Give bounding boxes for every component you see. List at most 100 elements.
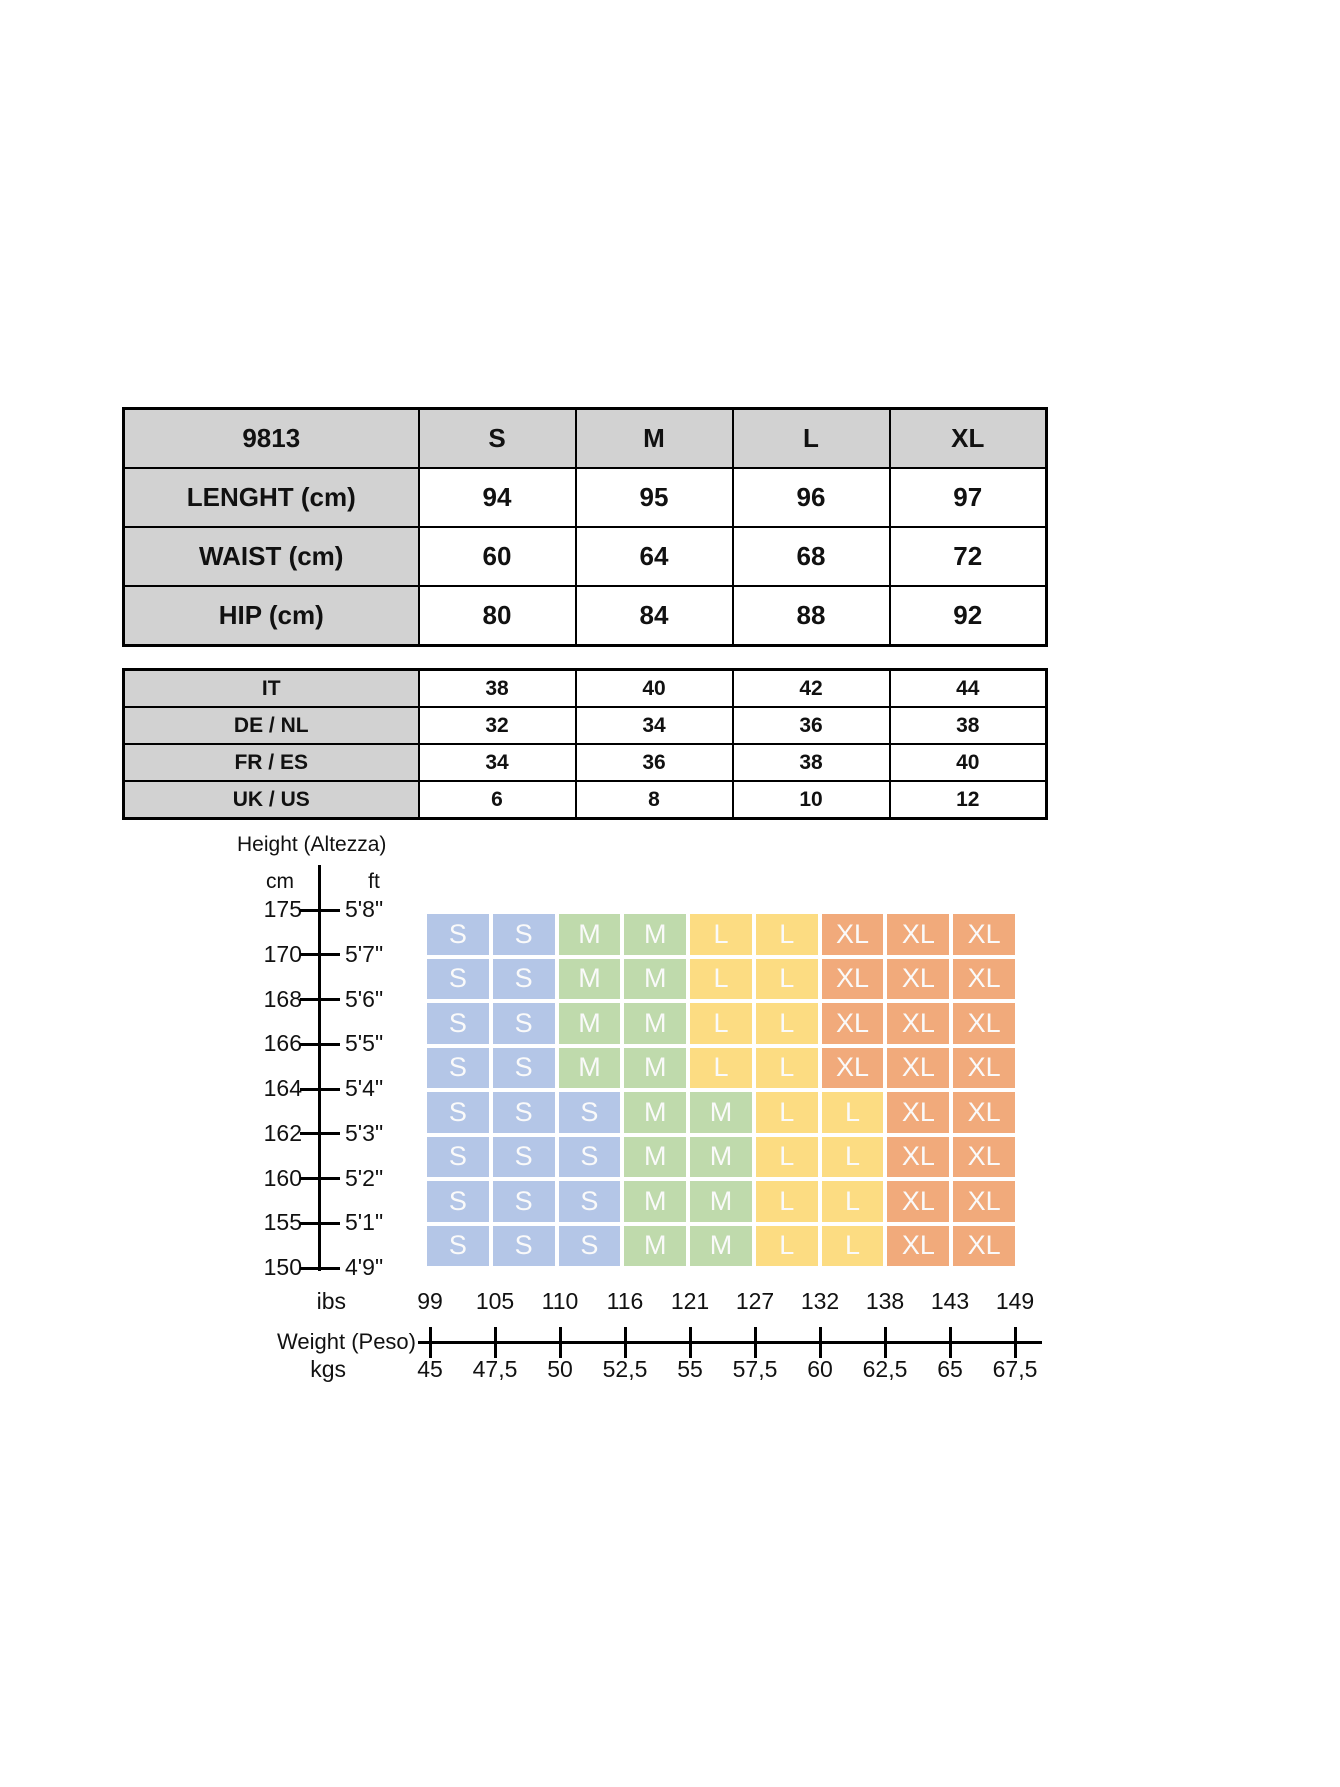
measurement-value-cell: 96 [731,467,891,528]
size-grid-cell: XL [821,1047,884,1088]
measurements-table: 9813 S M L XL LENGHT (cm) 94 95 96 97 WAIST (cm) 60… [122,407,1048,647]
height-tick-mark [300,1132,340,1136]
size-conversion-table: IT 38 40 42 44 DE / NL 32 34 36 38 FR / ES 34 36 38 40… [122,668,1048,820]
size-grid-cell: S [558,1225,621,1266]
size-grid-cell: XL [821,914,884,955]
size-grid-cell: L [755,914,818,955]
weight-kgs-tick-label: 47,5 [472,1356,518,1382]
size-grid-cell: S [427,1181,489,1222]
size-grid-cell: L [690,1047,752,1088]
conversion-value-cell: 12 [888,780,1048,820]
size-grid-cell: XL [953,1092,1015,1133]
size-grid-cell: S [427,1092,489,1133]
height-ft-tick-label: 5'2" [345,1164,384,1191]
weight-tick-mark [948,1327,952,1358]
weight-kgs-tick-label: 45 [417,1356,443,1382]
size-grid-cell: XL [887,1136,950,1177]
height-cm-tick-label: 170 [263,940,302,967]
weight-lbs-tick-label: 132 [800,1288,840,1314]
height-axis-title: Height (Altezza) [237,833,387,856]
height-tick-mark [300,1042,340,1046]
size-grid-cell: S [427,1003,489,1044]
weight-kgs-tick-label: 52,5 [602,1356,648,1382]
size-grid-cell: M [558,958,621,999]
conversion-value-cell: 36 [731,706,891,745]
measurement-value-cell: 94 [417,467,577,528]
height-ft-tick-label: 5'5" [345,1030,384,1057]
height-ft-tick-label: 5'4" [345,1075,384,1101]
weight-kgs-tick-label: 60 [807,1356,833,1382]
size-grid-cell: S [427,1047,489,1088]
weight-kgs-tick-label: 67,5 [992,1356,1038,1382]
weight-lbs-tick-label: 116 [606,1288,644,1314]
size-grid-cell: S [492,914,555,955]
weight-lbs-tick-label: 127 [735,1288,775,1314]
size-header-cell: XL [888,407,1048,469]
size-grid-cell: M [690,1092,752,1133]
height-tick-mark [300,953,340,957]
kgs-unit-label: kgs [310,1356,346,1382]
measurement-value-cell: 80 [417,585,577,647]
height-tick-mark [300,908,340,912]
weight-axis-line [418,1341,1042,1344]
weight-tick-mark [883,1327,887,1358]
weight-tick-mark [558,1327,562,1358]
size-header-cell: S [417,407,577,469]
size-grid-cell: L [821,1225,884,1266]
size-grid-cell: XL [953,958,1015,999]
conversion-value-cell: 32 [417,706,577,745]
size-grid-cell: M [624,1047,687,1088]
weight-lbs-tick-label: 121 [670,1288,710,1314]
size-grid-cell: L [821,1092,884,1133]
conversion-value-cell: 34 [417,743,577,782]
height-cm-tick-label: 168 [263,985,302,1012]
conversion-value-cell: 42 [731,668,891,708]
size-grid-cell: S [558,1181,621,1222]
size-grid-cell: S [492,1225,555,1266]
size-grid-cell: XL [953,1181,1015,1222]
size-grid-cell: XL [887,914,950,955]
size-grid: S S M M L L XL XL XL S S M M L L XL XL XL S S M M L L XL XL XL S S M M… [427,914,1015,1266]
height-tick-mark [300,1177,340,1180]
size-grid-cell: L [821,1181,884,1222]
conversion-value-cell: 40 [888,743,1048,782]
size-grid-cell: S [558,1092,621,1133]
country-label-cell: DE / NL [122,706,420,745]
product-code-header-cell: 9813 [122,407,420,469]
size-grid-cell: M [558,914,621,955]
weight-tick-mark [493,1327,497,1358]
measurement-value-cell: 84 [574,585,734,647]
height-axis-line [318,865,321,1271]
height-ft-tick-label: 4'9" [345,1254,384,1280]
weight-kgs-tick-label: 50 [547,1356,573,1382]
size-grid-cell: L [755,1225,818,1266]
size-grid-cell: S [492,1092,555,1133]
measurement-label-cell: HIP (cm) [122,585,420,647]
size-grid-cell: L [755,1047,818,1088]
conversion-row: UK / US 6 8 10 12 [122,780,1048,820]
conversion-value-cell: 40 [574,668,734,708]
measurement-label-cell: LENGHT (cm) [122,467,420,528]
country-label-cell: FR / ES [122,743,420,782]
size-grid-cell: L [755,1181,818,1222]
size-grid-cell: M [558,1047,621,1088]
country-label-cell: UK / US [122,780,420,820]
height-cm-tick-label: 175 [263,896,302,922]
measurement-label-cell: WAIST (cm) [122,526,420,587]
size-grid-cell: M [624,1181,687,1222]
size-grid-cell: M [624,958,687,999]
conversion-row: IT 38 40 42 44 [122,668,1048,708]
weight-tick-mark [1013,1327,1017,1358]
size-grid-cell: M [624,1092,687,1133]
height-ft-tick-label: 5'7" [345,940,384,967]
height-cm-tick-label: 164 [263,1075,302,1101]
measurement-value-cell: 95 [574,467,734,528]
measurement-value-cell: 92 [888,585,1048,647]
weight-kgs-tick-label: 62,5 [862,1356,908,1382]
size-grid-cell: S [492,1047,555,1088]
weight-lbs-tick-label: 143 [930,1288,970,1314]
size-grid-cell: L [690,1003,752,1044]
measurement-value-cell: 72 [888,526,1048,587]
weight-lbs-tick-label: 110 [541,1288,579,1314]
size-grid-cell: M [690,1225,752,1266]
